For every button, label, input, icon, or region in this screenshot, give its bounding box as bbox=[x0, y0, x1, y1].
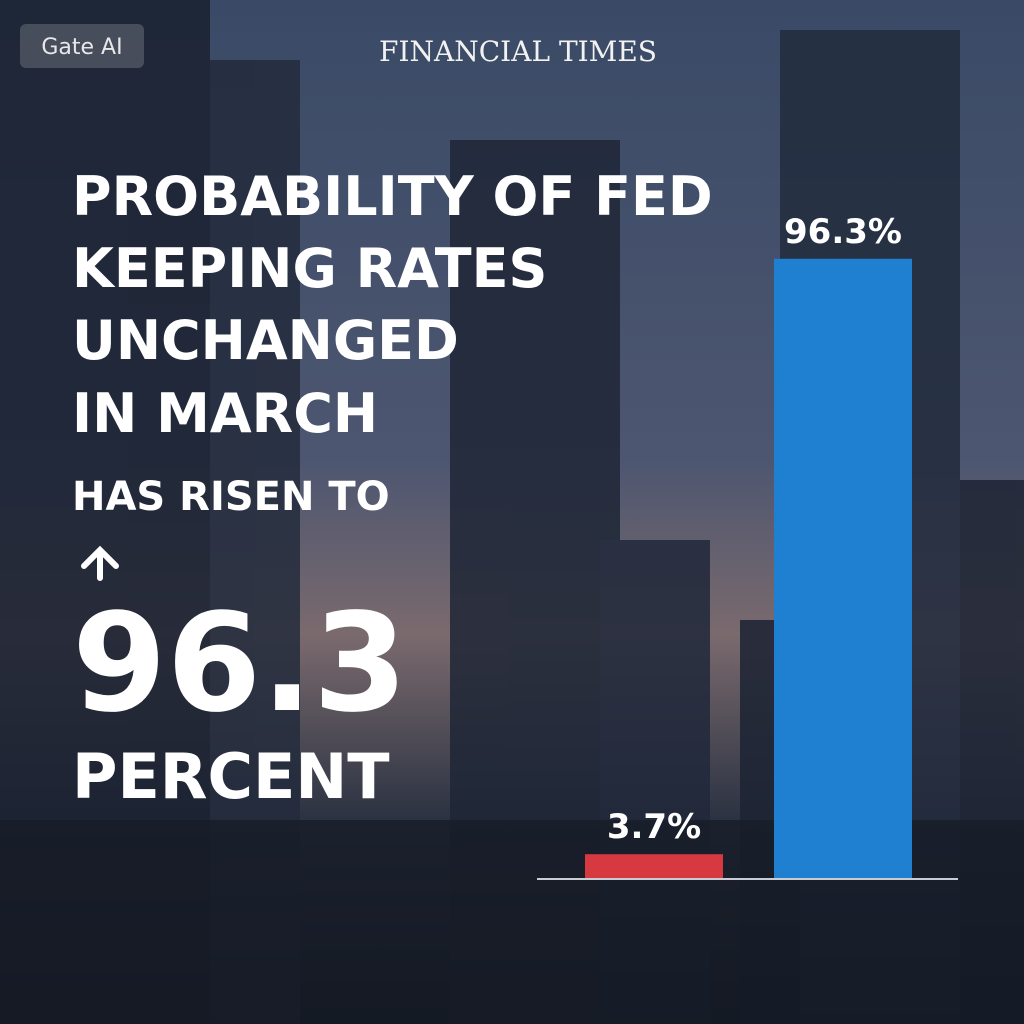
figure-unit: PERCENT bbox=[72, 740, 390, 813]
headline-line: PROBABILITY OF FED bbox=[72, 165, 713, 228]
value-label: 96.3% bbox=[784, 212, 902, 252]
brand-badge bbox=[20, 24, 144, 68]
bar bbox=[585, 854, 723, 878]
brand: Gate AI bbox=[41, 35, 122, 60]
value-label: 3.7% bbox=[607, 807, 701, 847]
subhead: HAS RISEN TO bbox=[72, 474, 390, 520]
bar bbox=[774, 258, 912, 878]
headline-line: IN MARCH bbox=[72, 382, 378, 445]
figure: 96.3 bbox=[72, 585, 408, 743]
headline-line: UNCHANGED bbox=[72, 309, 459, 372]
publisher: FINANCIAL TIMES bbox=[379, 35, 657, 68]
up-arrow bbox=[81, 545, 119, 581]
headline-line: KEEPING RATES bbox=[72, 237, 547, 300]
